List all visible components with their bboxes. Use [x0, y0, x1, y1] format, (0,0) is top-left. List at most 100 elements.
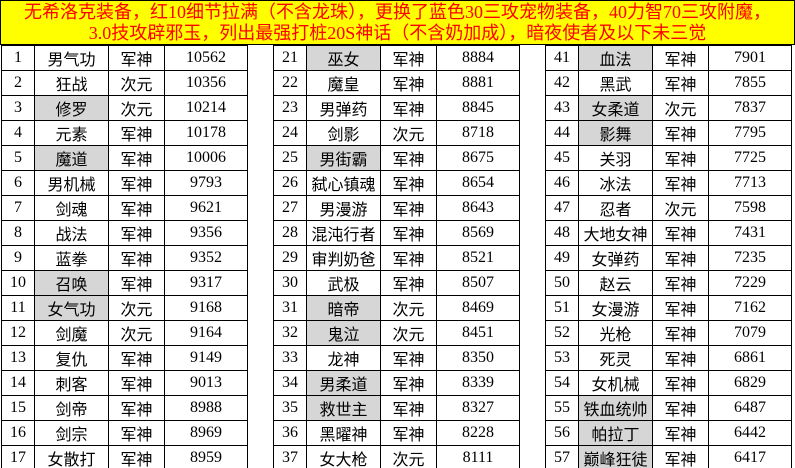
- table-row: 11 女气功 次元 9168: [1, 295, 248, 321]
- score-cell: 8988: [164, 395, 248, 421]
- rank-cell: 1: [1, 45, 35, 71]
- rank-cell: 4: [1, 120, 35, 146]
- table-row: 33 龙神 军神 8350: [273, 345, 520, 371]
- table-row: 2 狂战 次元 10356: [1, 70, 248, 96]
- tier-cell: 军神: [380, 220, 437, 246]
- rank-cell: 24: [273, 120, 307, 146]
- class-name-cell: 光枪: [578, 320, 653, 346]
- table-row: 17 女散打 军神 8959: [1, 445, 248, 468]
- rank-cell: 49: [545, 245, 579, 271]
- rank-cell: 2: [1, 70, 35, 96]
- rank-cell: 11: [1, 295, 35, 321]
- rank-cell: 32: [273, 320, 307, 346]
- tier-cell: 军神: [652, 120, 709, 146]
- class-name-cell: 剑宗: [34, 420, 109, 446]
- table-row: 26 弑心镇魂 军神 8654: [273, 170, 520, 196]
- class-name-cell: 召唤: [34, 270, 109, 296]
- score-cell: 8643: [436, 195, 520, 221]
- class-name-cell: 蓝拳: [34, 245, 109, 271]
- score-cell: 8327: [436, 395, 520, 421]
- table-row: 4 元素 军神 10178: [1, 120, 248, 146]
- tier-cell: 军神: [652, 70, 709, 96]
- ranking-table-2: 21 巫女 军神 8884 22 魔皇 军神 8881 23 男弹药 军神 8845 24 剑影 次元 871…: [273, 45, 520, 468]
- tier-cell: 军神: [108, 270, 165, 296]
- tier-cell: 军神: [652, 220, 709, 246]
- class-name-cell: 大地女神: [578, 220, 653, 246]
- class-name-cell: 剑魂: [34, 195, 109, 221]
- rank-cell: 35: [273, 395, 307, 421]
- class-name-cell: 男弹药: [306, 95, 381, 121]
- rank-cell: 36: [273, 420, 307, 446]
- class-name-cell: 男气功: [34, 45, 109, 71]
- rank-cell: 54: [545, 370, 579, 396]
- rank-cell: 28: [273, 220, 307, 246]
- rank-cell: 55: [545, 395, 579, 421]
- table-row: 31 暗帝 次元 8469: [273, 295, 520, 321]
- rank-cell: 43: [545, 95, 579, 121]
- rank-cell: 8: [1, 220, 35, 246]
- score-cell: 8521: [436, 245, 520, 271]
- class-name-cell: 血法: [578, 45, 653, 71]
- class-name-cell: 男漫游: [306, 195, 381, 221]
- class-name-cell: 帕拉丁: [578, 420, 653, 446]
- banner-line-1: 无希洛克装备，红10细节拉满（不含龙珠），更换了蓝色30三攻宠物装备，40力智7…: [24, 1, 771, 22]
- table-row: 44 影舞 军神 7795: [545, 120, 792, 146]
- class-name-cell: 刺客: [34, 370, 109, 396]
- rank-cell: 14: [1, 370, 35, 396]
- tier-cell: 次元: [108, 70, 165, 96]
- score-cell: 7598: [708, 195, 792, 221]
- tier-cell: 次元: [380, 320, 437, 346]
- score-cell: 7855: [708, 70, 792, 96]
- class-name-cell: 死灵: [578, 345, 653, 371]
- score-cell: 10178: [164, 120, 248, 146]
- rank-cell: 13: [1, 345, 35, 371]
- tier-cell: 军神: [108, 345, 165, 371]
- tier-cell: 军神: [380, 270, 437, 296]
- score-cell: 9352: [164, 245, 248, 271]
- class-name-cell: 鬼泣: [306, 320, 381, 346]
- tier-cell: 军神: [652, 245, 709, 271]
- table-row: 7 剑魂 军神 9621: [1, 195, 248, 221]
- rank-cell: 29: [273, 245, 307, 271]
- table-row: 6 男机械 军神 9793: [1, 170, 248, 196]
- table-row: 50 赵云 军神 7229: [545, 270, 792, 296]
- tier-cell: 军神: [652, 295, 709, 321]
- score-cell: 6487: [708, 395, 792, 421]
- score-cell: 7901: [708, 45, 792, 71]
- table-row: 45 关羽 军神 7725: [545, 145, 792, 171]
- class-name-cell: 元素: [34, 120, 109, 146]
- rank-cell: 50: [545, 270, 579, 296]
- rank-cell: 10: [1, 270, 35, 296]
- score-cell: 7713: [708, 170, 792, 196]
- tier-cell: 军神: [652, 170, 709, 196]
- score-cell: 8675: [436, 145, 520, 171]
- table-row: 9 蓝拳 军神 9352: [1, 245, 248, 271]
- class-name-cell: 剑帝: [34, 395, 109, 421]
- tier-cell: 次元: [108, 95, 165, 121]
- class-name-cell: 暗帝: [306, 295, 381, 321]
- tier-cell: 军神: [380, 195, 437, 221]
- score-cell: 8845: [436, 95, 520, 121]
- table-row: 27 男漫游 军神 8643: [273, 195, 520, 221]
- tier-cell: 军神: [108, 170, 165, 196]
- class-name-cell: 复仇: [34, 345, 109, 371]
- table-row: 21 巫女 军神 8884: [273, 45, 520, 71]
- score-cell: 7162: [708, 295, 792, 321]
- score-cell: 8969: [164, 420, 248, 446]
- table-row: 30 武极 军神 8507: [273, 270, 520, 296]
- class-name-cell: 混沌行者: [306, 220, 381, 246]
- table-row: 53 死灵 军神 6861: [545, 345, 792, 371]
- score-cell: 9317: [164, 270, 248, 296]
- tier-cell: 军神: [652, 445, 709, 468]
- tier-cell: 次元: [652, 195, 709, 221]
- score-cell: 6442: [708, 420, 792, 446]
- banner-line-2: 3.0技攻辟邪玉，列出最强打桩20S神话（不含奶加成），暗夜使者及以下未三觉: [88, 22, 707, 43]
- class-name-cell: 黑曜神: [306, 420, 381, 446]
- rank-cell: 26: [273, 170, 307, 196]
- class-name-cell: 剑魔: [34, 320, 109, 346]
- tier-cell: 军神: [108, 395, 165, 421]
- table-row: 16 剑宗 军神 8969: [1, 420, 248, 446]
- score-cell: 8507: [436, 270, 520, 296]
- rank-cell: 25: [273, 145, 307, 171]
